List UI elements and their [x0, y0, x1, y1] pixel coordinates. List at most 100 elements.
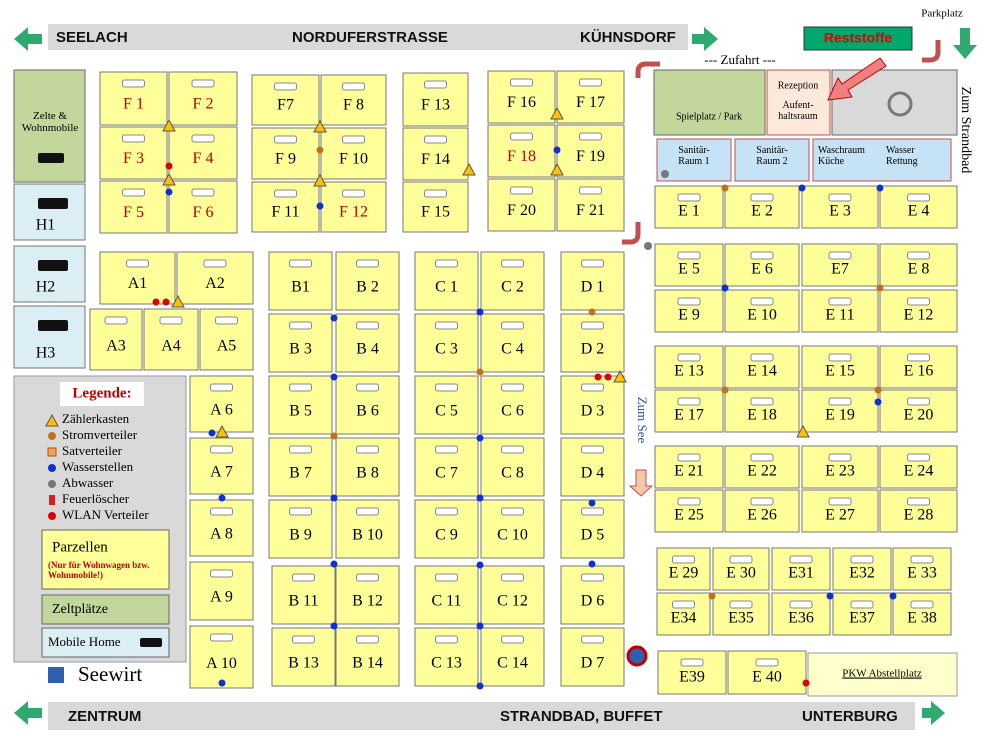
utility-point	[594, 373, 602, 381]
parcel-label: A 7	[210, 463, 233, 480]
caravan-icon	[755, 658, 779, 667]
caravan-icon	[356, 635, 379, 644]
parcel-label: E 4	[908, 203, 930, 220]
caravan-icon	[501, 445, 524, 454]
parcel	[801, 243, 879, 287]
caravan-icon	[210, 633, 233, 642]
parcel	[654, 389, 724, 433]
abwasser	[661, 170, 669, 178]
arrow	[922, 701, 945, 725]
wasser-box: Wasser Rettung	[886, 145, 918, 167]
parcel	[414, 251, 479, 311]
pkw-label: PKW Abstellplatz	[842, 668, 922, 680]
parcel-label: E 25	[674, 507, 704, 524]
parcel-label: C 14	[497, 655, 528, 672]
caravan-icon	[750, 193, 774, 202]
parcel-label: C 11	[431, 593, 461, 610]
caravan-icon	[910, 555, 934, 564]
caravan-icon	[907, 397, 930, 406]
parcel	[801, 289, 879, 333]
caravan-icon	[435, 507, 458, 516]
parcel-label: A 6	[210, 401, 233, 418]
parcel	[724, 289, 800, 333]
parcel-label: B 6	[356, 403, 379, 420]
mobile-home-icon	[38, 198, 68, 209]
parcel	[556, 178, 625, 232]
parcel-label: B1	[291, 279, 310, 296]
arrow	[628, 469, 654, 497]
aufenthalt-box: Aufent-haltsraum	[778, 100, 817, 122]
meter-box	[550, 106, 564, 120]
utility-point	[316, 146, 324, 154]
parcels: F 1 F 2 F 3 F 4 F 5 F 6 F7 F 8 F 9 F 10 F 11 F 12 F …	[13, 70, 958, 695]
parcel	[879, 445, 958, 489]
parcel-label: C 9	[435, 527, 458, 544]
caravan-icon	[356, 573, 379, 582]
parcel-label: E 17	[674, 407, 704, 424]
parcel	[892, 547, 952, 591]
sanitaer1	[656, 138, 732, 182]
caravan-icon	[289, 507, 312, 516]
meter-box	[313, 119, 327, 133]
arrow	[14, 27, 42, 51]
parcel-label: F 11	[271, 204, 299, 221]
zufahrt-label: --- Zufahrt ---	[704, 52, 775, 67]
parcel-label: F 5	[123, 204, 144, 221]
sanitaer2-label: Sanitär-Raum 2	[756, 145, 788, 167]
parcel	[801, 445, 879, 489]
utility-point	[588, 308, 596, 316]
caravan-icon	[274, 189, 297, 198]
parcel-label: E 16	[904, 363, 934, 380]
caravan-icon	[907, 251, 930, 260]
rezeption-label: Rezeption	[778, 80, 819, 91]
sym-feuer	[49, 495, 55, 505]
parcel	[712, 547, 770, 591]
utility-point	[218, 494, 226, 502]
parcel-label: F 18	[507, 148, 536, 165]
caravan-icon	[677, 353, 701, 362]
meter-box	[796, 424, 810, 438]
parcel	[402, 127, 469, 181]
caravan-icon	[501, 507, 524, 516]
caravan-icon	[435, 445, 458, 454]
parcel-label: E 6	[751, 261, 773, 278]
caravan-icon	[750, 251, 774, 260]
caravan-icon	[677, 497, 701, 506]
building-circle	[887, 91, 913, 117]
parcel	[727, 650, 807, 695]
caravan-icon	[750, 297, 774, 306]
caravan-icon	[435, 383, 458, 392]
parcel	[654, 185, 724, 229]
legend-items: ZählerkastenStromverteilerSatverteilerWa…	[45, 411, 149, 522]
caravan-icon	[729, 600, 753, 609]
caravan-icon	[907, 497, 930, 506]
parcel-label: E 28	[904, 507, 934, 524]
caravan-icon	[289, 445, 312, 454]
caravan-icon	[424, 135, 447, 144]
parcel-label: C 3	[435, 341, 458, 358]
caravan-icon	[677, 453, 701, 462]
parcel	[801, 345, 879, 389]
caravan-icon	[289, 321, 312, 330]
parcel	[879, 243, 958, 287]
parcel	[335, 313, 400, 373]
legend-item: Stromverteiler	[62, 427, 138, 442]
reststoffe-label: Reststoffe	[824, 30, 893, 46]
parcel	[832, 592, 892, 636]
parcel	[832, 547, 892, 591]
arrow	[14, 701, 42, 725]
meter-box	[313, 173, 327, 187]
caravan-icon	[435, 321, 458, 330]
parcel-label: F 2	[193, 96, 214, 113]
meter-box	[550, 162, 564, 176]
parcel-label: D 7	[581, 655, 605, 672]
utility-point	[876, 184, 884, 192]
parcel	[724, 345, 800, 389]
utility-point	[476, 368, 484, 376]
caravan-icon	[510, 78, 533, 87]
parcel-label: E 29	[669, 565, 699, 582]
sym-sat	[47, 447, 57, 457]
meter-box	[171, 294, 185, 308]
camper-icon	[38, 153, 64, 163]
road-top	[48, 24, 688, 50]
